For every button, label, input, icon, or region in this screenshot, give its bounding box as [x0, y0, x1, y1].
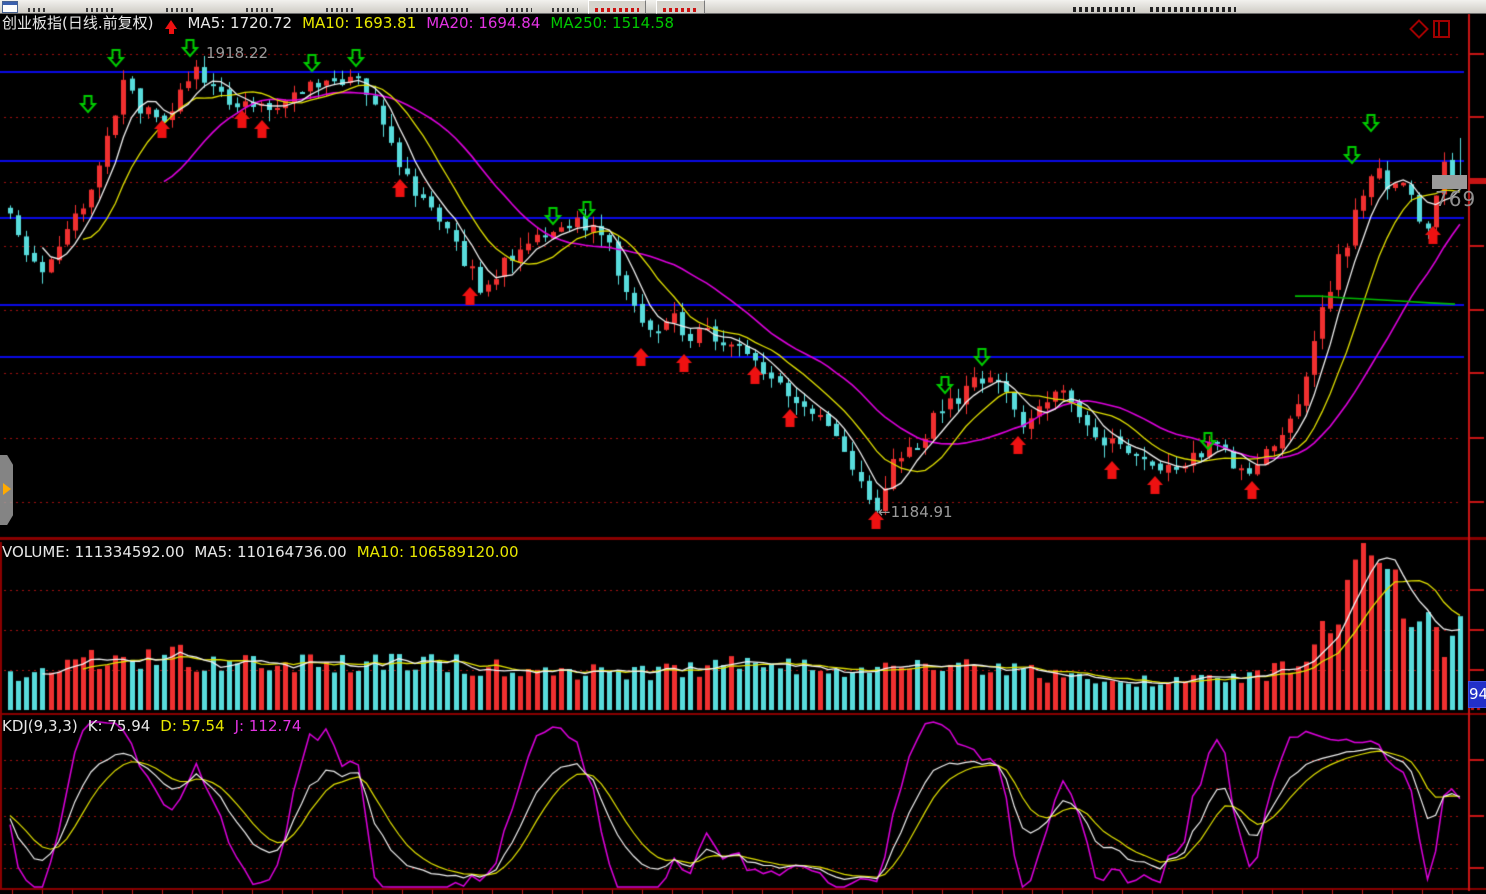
volume-ma10-value: MA10: 106589120.00: [356, 543, 519, 561]
menu-item-sliver[interactable]: [1150, 7, 1236, 12]
kdj-title: KDJ(9,3,3): [2, 717, 78, 735]
window-restore-icon[interactable]: [1433, 20, 1450, 38]
ma10-value: MA10: 1693.81: [302, 14, 417, 32]
menu-item-sliver[interactable]: [86, 8, 116, 12]
menu-item-sliver[interactable]: [28, 8, 46, 12]
app-window-icon: [2, 1, 18, 13]
menu-item-sliver[interactable]: [326, 8, 356, 12]
menu-item-sliver[interactable]: [166, 8, 196, 12]
kdj-pane-header: KDJ(9,3,3) K: 75.94 D: 57.54 J: 112.74: [2, 718, 311, 734]
ma5-value: MA5: 1720.72: [187, 14, 293, 32]
menu-item-sliver[interactable]: [552, 8, 578, 12]
menu-item-sliver[interactable]: [406, 8, 470, 12]
menu-red-button-1[interactable]: [588, 0, 646, 14]
volume-value: VOLUME: 111334592.00: [2, 543, 185, 561]
menu-bar: [0, 0, 1486, 14]
kdj-d-value: D: 57.54: [160, 717, 225, 735]
volume-axis-badge: 94: [1468, 681, 1486, 708]
volume-pane-header: VOLUME: 111334592.00 MA5: 110164736.00 MA1…: [2, 544, 529, 560]
trend-up-arrow-icon: [165, 20, 178, 34]
ma250-value: MA250: 1514.58: [550, 14, 675, 32]
menu-item-sliver[interactable]: [246, 8, 276, 12]
sidebar-expand-handle[interactable]: [0, 455, 13, 525]
symbol-title: 创业板指(日线.前复权): [2, 14, 154, 32]
diamond-icon[interactable]: [1409, 19, 1429, 39]
expand-arrow-icon: [3, 483, 11, 495]
kdj-k-value: K: 75.94: [87, 717, 151, 735]
ma20-value: MA20: 1694.84: [426, 14, 541, 32]
last-price-label: 769: [1435, 187, 1477, 211]
low-price-label: ←1184.91: [878, 503, 953, 521]
last-price-marker: [1432, 175, 1467, 189]
menu-red-button-2[interactable]: [656, 0, 705, 14]
high-price-label: 1918.22: [206, 44, 269, 62]
kdj-j-value: J: 112.74: [234, 717, 302, 735]
main-pane-header: 创业板指(日线.前复权) MA5: 1720.72 MA10: 1693.81 MA2…: [2, 14, 684, 34]
menu-item-sliver[interactable]: [1073, 7, 1135, 12]
window-controls: [1400, 19, 1470, 39]
menu-item-sliver[interactable]: [506, 8, 532, 12]
volume-ma5-value: MA5: 110164736.00: [194, 543, 347, 561]
